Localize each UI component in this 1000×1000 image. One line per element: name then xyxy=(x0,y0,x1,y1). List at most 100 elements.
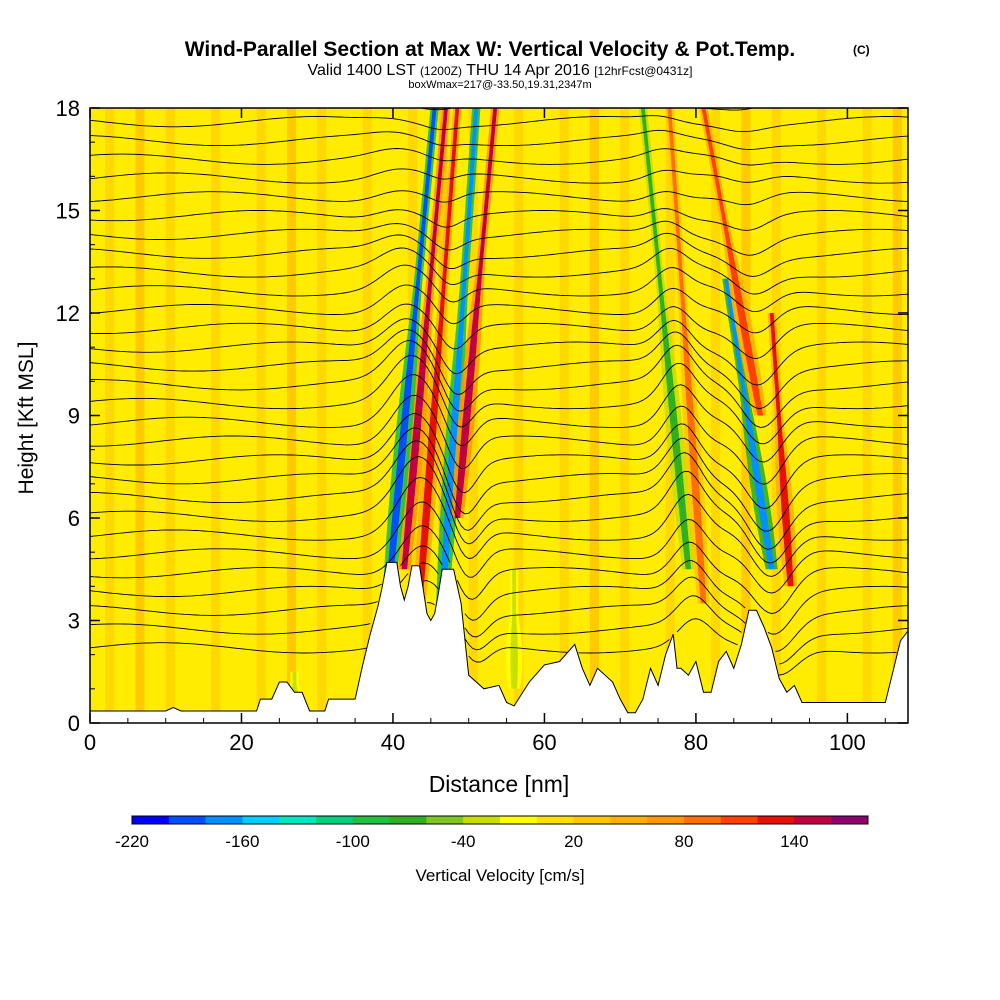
field-streak xyxy=(211,108,221,723)
theta-contour xyxy=(90,318,908,386)
theta-contour xyxy=(90,284,908,334)
theta-contour xyxy=(90,264,908,313)
colorbar-swatch xyxy=(647,816,685,824)
colorbar-swatch xyxy=(168,816,207,824)
field-streak xyxy=(286,108,297,723)
theta-contour xyxy=(90,190,908,206)
theta-contour xyxy=(90,477,908,577)
y-tick-label: 3 xyxy=(68,609,80,634)
colorbar-swatch xyxy=(316,816,354,824)
theta-contour xyxy=(90,329,908,409)
chart-subtitle-2: boxWmax=217@-33.50,19.31,2347m xyxy=(408,79,591,91)
colorbar-swatch xyxy=(279,816,317,824)
field-streak xyxy=(135,108,145,723)
x-tick-label: 100 xyxy=(829,730,866,755)
field-streak xyxy=(559,108,569,723)
theta-contour xyxy=(90,456,908,564)
field-streak xyxy=(892,108,902,723)
updraft-band-core xyxy=(769,313,794,587)
colorbar-swatch xyxy=(610,816,648,824)
velocity-field xyxy=(105,108,902,723)
field-streak xyxy=(862,108,872,723)
colorbar-tick-label: -40 xyxy=(451,832,476,851)
x-tick-label: 0 xyxy=(84,730,96,755)
colorbar-swatch xyxy=(500,816,538,824)
theta-contour xyxy=(90,394,908,485)
chart-subtitle: Valid 1400 LST (1200Z) THU 14 Apr 2016 [… xyxy=(308,62,693,79)
theta-contour xyxy=(90,148,908,166)
colorbar-tick-label: -100 xyxy=(336,832,370,851)
terrain xyxy=(90,561,908,723)
colorbar-swatch xyxy=(536,816,575,824)
subtitle-valid: Valid 1400 LST xyxy=(308,62,416,79)
colorbar-swatch xyxy=(132,816,170,824)
colorbar-swatch xyxy=(573,816,611,824)
updraft-band-core xyxy=(454,108,498,518)
updraft-band-core xyxy=(401,108,448,570)
colorbar-swatch xyxy=(794,816,832,824)
colorbar-tick-label: 140 xyxy=(780,832,808,851)
colorbar-swatch xyxy=(757,816,795,824)
field-streak xyxy=(817,108,827,723)
theta-contour xyxy=(90,440,908,550)
colorbar-swatch xyxy=(205,816,243,824)
updraft-band-core xyxy=(386,108,437,587)
theta-contour xyxy=(90,232,908,277)
colorbar-swatch xyxy=(389,816,427,824)
y-tick-label: 9 xyxy=(68,404,80,429)
updraft-band-core xyxy=(439,108,479,604)
chart-title-mark: (C) xyxy=(853,43,870,57)
y-tick-label: 15 xyxy=(56,199,80,224)
theta-contour xyxy=(90,129,908,150)
subtitle-forecast: [12hrFcst@0431z] xyxy=(594,64,692,78)
field-streak xyxy=(256,108,266,723)
field-streak xyxy=(589,108,599,723)
y-tick-label: 6 xyxy=(68,506,80,531)
axes: 0 20 40 60 80 100 0 3 6 9 12 15 18 xyxy=(56,96,908,755)
colorbar-tick-label: -220 xyxy=(115,832,149,851)
colorbar-tick-label: 80 xyxy=(675,832,694,851)
colorbar-label: Vertical Velocity [cm/s] xyxy=(415,866,584,885)
y-tick-label: 0 xyxy=(68,711,80,736)
colorbar-frame xyxy=(131,815,869,825)
theta-contour xyxy=(90,602,897,676)
theta-contour xyxy=(90,247,908,295)
potential-temperature-contours xyxy=(90,108,908,676)
theta-contour xyxy=(90,562,908,652)
field-streak xyxy=(514,108,524,723)
x-tick-label: 20 xyxy=(229,730,253,755)
y-tick-label: 18 xyxy=(56,96,80,121)
updraft-band-core xyxy=(641,108,692,570)
subtitle-date: THU 14 Apr 2016 xyxy=(466,62,590,79)
colorbar: -220 -160 -100 -40 20 80 140 xyxy=(115,815,869,851)
updraft-band-core xyxy=(510,569,518,689)
colorbar-tick-label: 20 xyxy=(564,832,583,851)
theta-contour xyxy=(90,220,908,256)
y-axis-label: Height [Kft MSL] xyxy=(15,342,38,495)
colorbar-swatch xyxy=(684,816,722,824)
updraft-band-core xyxy=(416,108,460,604)
theta-contour xyxy=(90,545,908,635)
colorbar-swatch xyxy=(426,816,464,824)
theta-contour xyxy=(90,501,908,594)
colorbar-swatch xyxy=(463,816,501,824)
field-streak xyxy=(317,108,327,723)
field-streak xyxy=(711,108,721,723)
colorbar-swatch xyxy=(242,816,280,824)
theta-contour xyxy=(90,413,908,510)
theta-contour xyxy=(90,580,908,665)
chart-title: Wind-Parallel Section at Max W: Vertical… xyxy=(185,38,796,61)
field-streak xyxy=(362,108,372,723)
theta-contour xyxy=(90,303,908,359)
field-streak xyxy=(105,108,115,723)
y-tick-label: 12 xyxy=(56,301,80,326)
theta-contour xyxy=(90,427,908,532)
updraft-band-core xyxy=(701,108,764,416)
x-axis-label: Distance [nm] xyxy=(429,771,570,797)
theta-contour xyxy=(90,374,908,463)
subtitle-utc: (1200Z) xyxy=(420,64,462,78)
plot-area xyxy=(90,108,908,723)
x-tick-label: 60 xyxy=(532,730,556,755)
colorbar-swatch xyxy=(720,816,759,824)
